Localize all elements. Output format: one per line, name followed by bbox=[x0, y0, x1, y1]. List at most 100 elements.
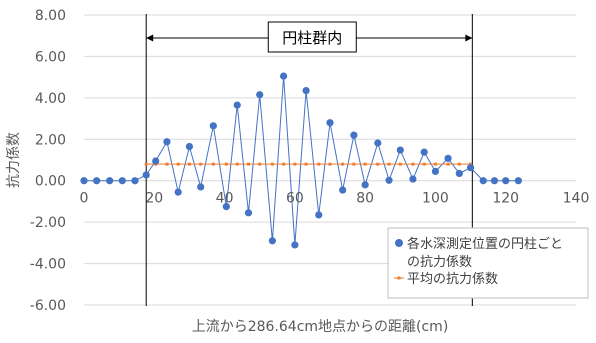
data-point bbox=[339, 186, 347, 194]
data-point bbox=[197, 183, 205, 191]
legend-label-cylinder-drag-1: 各水深測定位置の円柱ごと bbox=[407, 236, 563, 252]
data-point bbox=[174, 188, 182, 196]
average-point bbox=[433, 162, 437, 166]
average-point bbox=[235, 162, 239, 166]
y-tick-label: 6.00 bbox=[35, 49, 66, 65]
data-point bbox=[420, 148, 428, 156]
y-tick-label: -4.00 bbox=[30, 257, 66, 273]
average-point bbox=[352, 162, 356, 166]
data-point bbox=[409, 175, 417, 183]
x-tick-label: 120 bbox=[492, 191, 519, 207]
average-point bbox=[341, 162, 345, 166]
legend-marker-cylinder-drag bbox=[395, 239, 403, 247]
data-point bbox=[385, 176, 393, 184]
series-line-path bbox=[84, 76, 519, 245]
legend-marker-average-drag bbox=[397, 276, 401, 280]
legend-label-cylinder-drag-2: の抗力係数 bbox=[407, 255, 472, 270]
legend-label-average-drag: 平均の抗力係数 bbox=[407, 272, 498, 287]
average-point bbox=[363, 162, 367, 166]
data-point bbox=[152, 157, 160, 165]
data-point bbox=[185, 142, 194, 151]
data-point bbox=[502, 177, 510, 185]
data-point bbox=[222, 203, 230, 211]
y-axis-label: 抗力係数 bbox=[6, 132, 22, 188]
legend-box bbox=[387, 227, 589, 299]
x-tick-labels: 0 20 40 60 80 100 120 140 bbox=[80, 191, 590, 207]
x-tick-label: 20 bbox=[145, 191, 163, 207]
data-point bbox=[209, 122, 217, 130]
data-point bbox=[514, 177, 522, 185]
series-line-cylinder-drag bbox=[84, 76, 519, 245]
data-point bbox=[396, 146, 404, 154]
x-tick-label: 40 bbox=[216, 191, 234, 207]
average-point bbox=[211, 162, 215, 166]
y-tick-labels: 8.00 6.00 4.00 2.00 0.00 -2.00 -4.00 -6.00 bbox=[30, 8, 66, 314]
data-point bbox=[455, 169, 463, 178]
data-point bbox=[479, 177, 487, 185]
average-point bbox=[293, 162, 297, 166]
data-point bbox=[444, 154, 452, 162]
data-point bbox=[233, 101, 241, 109]
y-tick-label: -6.00 bbox=[30, 298, 66, 314]
series-average-drag bbox=[144, 162, 473, 166]
average-point bbox=[144, 162, 148, 166]
arrowhead-left bbox=[146, 34, 154, 42]
average-point bbox=[282, 162, 286, 166]
average-point bbox=[457, 162, 461, 166]
data-point bbox=[244, 209, 253, 217]
data-point bbox=[142, 171, 150, 179]
average-point bbox=[304, 162, 308, 166]
arrowhead-right bbox=[465, 34, 473, 42]
average-point bbox=[387, 162, 391, 166]
average-point bbox=[258, 162, 262, 166]
data-point bbox=[326, 119, 334, 127]
cylinder-group-region: 円柱群内 bbox=[145, 14, 473, 306]
average-point bbox=[165, 162, 169, 166]
data-point bbox=[256, 91, 264, 99]
data-point bbox=[80, 177, 88, 185]
average-point bbox=[187, 162, 191, 166]
y-tick-label: 4.00 bbox=[35, 91, 66, 107]
average-point bbox=[317, 162, 321, 166]
average-point bbox=[376, 162, 380, 166]
y-tick-label: 8.00 bbox=[35, 8, 66, 24]
legend: 各水深測定位置の円柱ごと の抗力係数 平均の抗力係数 bbox=[387, 227, 589, 299]
average-point bbox=[422, 162, 426, 166]
series-points-cylinder-drag bbox=[80, 72, 522, 249]
x-tick-label: 140 bbox=[563, 191, 590, 207]
y-tick-label: 2.00 bbox=[35, 132, 66, 148]
data-point bbox=[131, 177, 139, 185]
average-point bbox=[328, 162, 332, 166]
average-point bbox=[398, 162, 402, 166]
average-point bbox=[246, 162, 250, 166]
average-point bbox=[270, 162, 274, 166]
data-point bbox=[163, 138, 171, 146]
data-point bbox=[490, 177, 499, 185]
data-point bbox=[291, 241, 299, 249]
x-tick-label: 100 bbox=[422, 191, 449, 207]
data-point bbox=[302, 87, 310, 95]
y-tick-label: -2.00 bbox=[30, 215, 66, 231]
region-label-box bbox=[267, 21, 357, 53]
data-point bbox=[93, 177, 101, 185]
average-point bbox=[199, 162, 203, 166]
data-point bbox=[350, 131, 358, 139]
average-point bbox=[176, 162, 180, 166]
data-point bbox=[106, 177, 114, 185]
y-tick-label: 0.00 bbox=[35, 174, 66, 190]
data-point bbox=[431, 167, 440, 175]
data-point bbox=[361, 181, 369, 189]
average-point bbox=[446, 162, 450, 166]
data-point bbox=[374, 139, 382, 147]
average-point bbox=[411, 162, 415, 166]
region-label: 円柱群内 bbox=[282, 29, 342, 47]
x-tick-label: 80 bbox=[356, 191, 374, 207]
x-tick-label: 60 bbox=[286, 191, 304, 207]
data-point bbox=[118, 177, 126, 185]
average-point bbox=[224, 162, 228, 166]
data-point bbox=[268, 237, 276, 245]
data-point bbox=[466, 164, 475, 172]
x-axis-label: 上流から286.64cm地点からの距離(cm) bbox=[192, 318, 449, 335]
x-tick-label: 0 bbox=[80, 191, 89, 207]
